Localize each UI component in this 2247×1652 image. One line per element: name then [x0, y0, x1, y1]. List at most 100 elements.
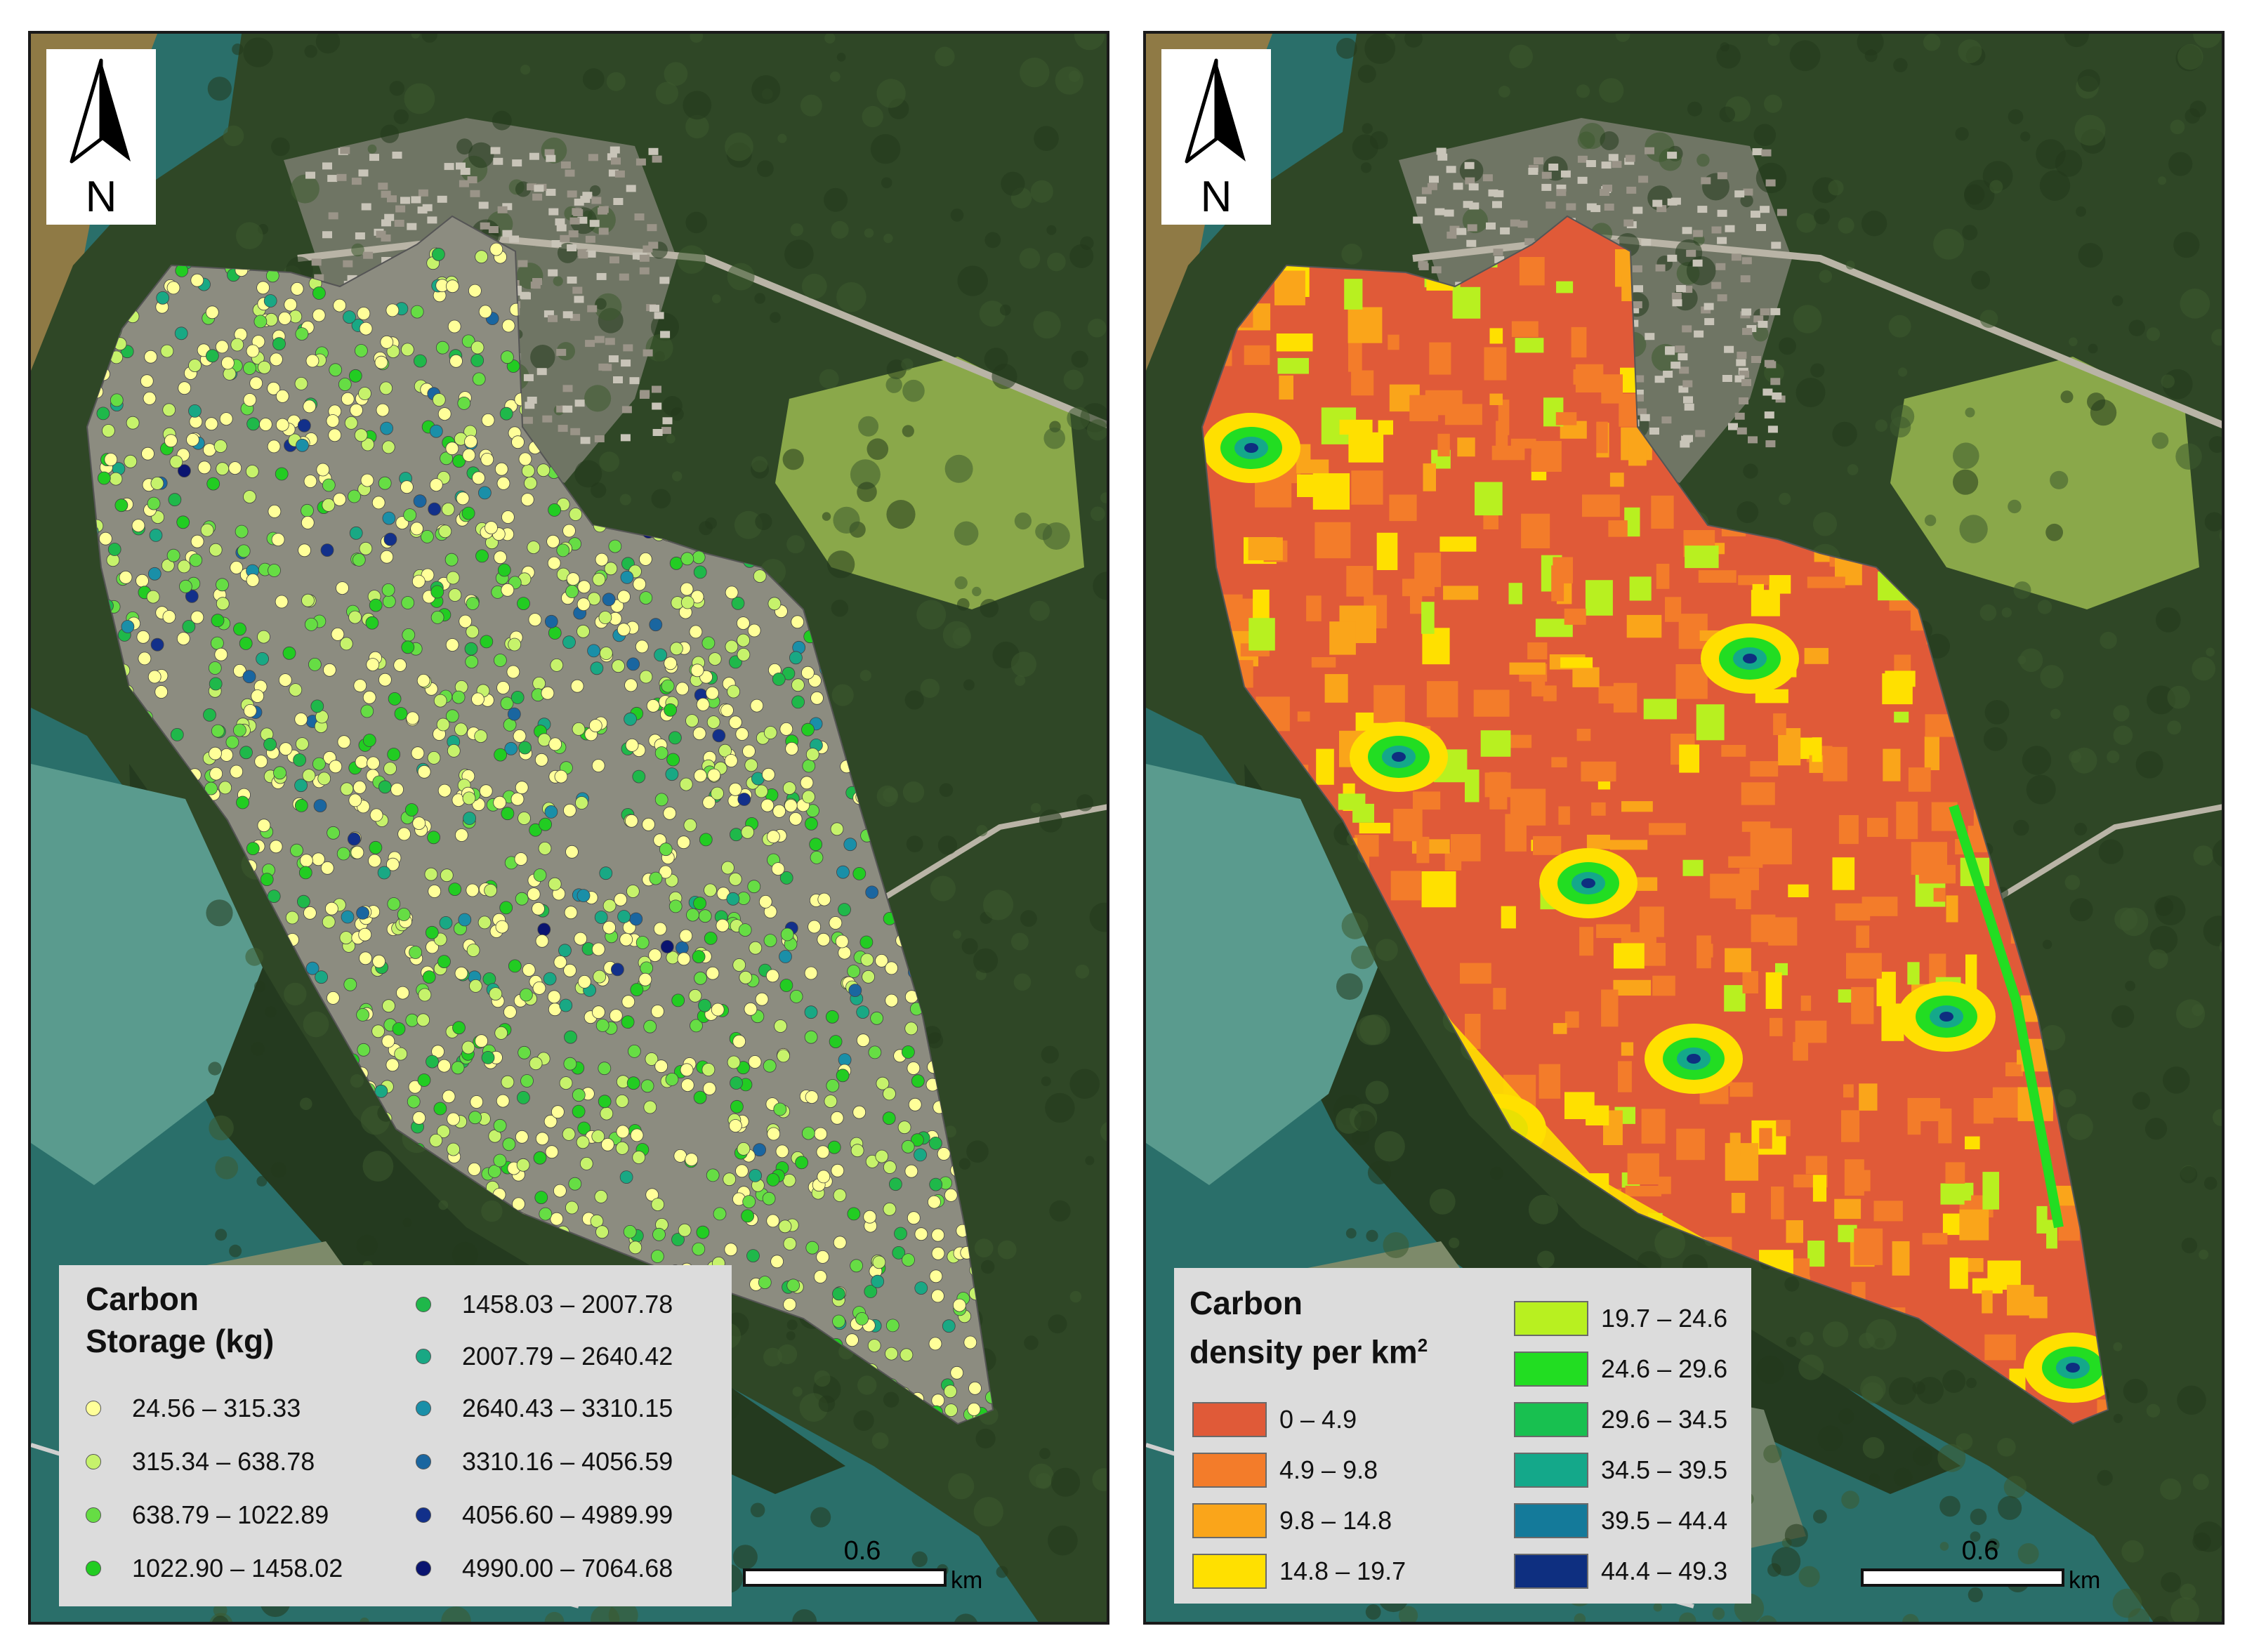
density-cell	[1484, 347, 1507, 381]
east-edge-band	[1949, 804, 2064, 1229]
density-cell	[1846, 953, 1882, 979]
north-label: N	[1200, 173, 1232, 221]
class-dot-3	[86, 1507, 101, 1523]
density-cell	[1596, 924, 1631, 938]
density-cell	[1306, 595, 1322, 621]
density-cell	[1248, 618, 1275, 651]
density-cell	[1348, 432, 1384, 463]
legend-class-3: 9.8 – 14.8	[1192, 1500, 1392, 1542]
density-cell	[1553, 557, 1573, 583]
density-cell	[1511, 321, 1538, 337]
density-cell	[2005, 1062, 2023, 1076]
density-cell	[1460, 963, 1491, 984]
density-cell	[1465, 1014, 1481, 1050]
density-cell	[1352, 803, 1374, 823]
density-cell	[1473, 689, 1510, 717]
density-cell	[1390, 871, 1421, 901]
carbon-storage-legend: Carbon Storage (kg) 24.56 – 315.33 315.3…	[59, 1265, 732, 1606]
legend-class-8: 34.5 – 39.5	[1514, 1449, 1727, 1491]
density-cell	[1579, 927, 1594, 956]
density-cell	[1984, 1334, 2016, 1361]
density-cell	[1651, 495, 1674, 529]
density-cell	[1805, 1156, 1828, 1175]
density-cell	[1908, 767, 1931, 792]
density-cell	[1388, 334, 1399, 350]
density-cell	[1618, 1061, 1632, 1092]
density-cell	[1609, 840, 1648, 850]
density-cell	[1316, 748, 1334, 785]
density-cell	[1731, 1193, 1746, 1213]
density-cell	[1933, 887, 1946, 902]
density-cell	[1311, 657, 1336, 668]
legend-class-2: 315.34 – 638.78	[86, 1441, 315, 1483]
density-cell	[1560, 657, 1593, 668]
class-dot-8	[416, 1454, 431, 1469]
density-cell	[1724, 985, 1746, 1012]
hotspot	[1743, 654, 1757, 663]
density-cell	[1421, 602, 1435, 634]
density-cell	[1457, 437, 1475, 457]
legend-class-9: 4056.60 – 4989.99	[416, 1494, 673, 1536]
class-swatch-6	[1514, 1352, 1588, 1387]
density-cell	[1807, 1241, 1825, 1267]
density-cell	[1314, 522, 1351, 559]
density-cell	[1752, 583, 1764, 612]
density-cell	[1627, 1153, 1659, 1184]
hotspot	[1939, 1012, 1953, 1022]
density-cell	[1679, 744, 1699, 773]
density-cell	[1859, 1083, 1878, 1111]
density-cell	[1510, 438, 1536, 449]
density-cell	[1297, 474, 1314, 497]
density-cell	[1965, 954, 1977, 992]
density-cell	[1938, 1108, 1952, 1144]
density-cell	[1742, 971, 1758, 993]
density-cell	[1475, 482, 1503, 516]
density-cell	[1519, 257, 1545, 286]
density-cell	[1498, 399, 1510, 435]
density-cell	[1571, 326, 1587, 358]
density-cell	[1244, 345, 1270, 365]
density-cell	[1576, 729, 1591, 741]
scale-unit: km	[2069, 1567, 2101, 1594]
density-cell	[1894, 654, 1911, 675]
density-cell	[1807, 576, 1845, 588]
class-swatch-7	[1514, 1402, 1588, 1437]
density-cell	[1652, 975, 1675, 996]
legend-title-line2: density per km2	[1190, 1333, 1428, 1370]
density-cell	[1625, 1185, 1661, 1197]
class-dot-6	[416, 1349, 431, 1364]
density-cell	[1423, 463, 1436, 491]
density-cell	[1838, 1224, 1857, 1243]
density-cell	[1773, 713, 1786, 735]
study-area-boundary	[1201, 215, 2109, 1425]
density-cell	[1945, 1162, 1965, 1184]
density-cell	[1729, 1082, 1753, 1097]
density-cell	[1614, 943, 1645, 969]
density-cell	[1755, 689, 1788, 703]
density-cell	[1329, 621, 1356, 655]
density-cell	[1452, 286, 1481, 319]
class-dot-9	[416, 1507, 431, 1523]
density-cell	[1480, 730, 1511, 757]
density-cell	[1613, 682, 1638, 713]
study-area-boundary	[86, 215, 994, 1425]
density-cell	[1641, 1109, 1666, 1144]
density-cell	[1656, 564, 1670, 589]
density-cell	[1351, 470, 1383, 505]
density-cell	[1555, 412, 1577, 425]
density-cell	[1491, 445, 1525, 461]
density-cell	[1643, 699, 1677, 720]
north-arrow-icon	[1185, 58, 1246, 164]
density-cell	[1551, 757, 1567, 767]
density-cell	[1804, 647, 1828, 664]
density-cell	[1493, 988, 1506, 1010]
density-cell	[1832, 857, 1855, 890]
density-cell	[1844, 1170, 1871, 1191]
road	[871, 804, 1107, 907]
density-cell	[1894, 711, 1909, 723]
class-swatch-8	[1514, 1453, 1588, 1488]
density-cell	[1531, 680, 1546, 696]
density-cell	[1729, 1132, 1741, 1156]
density-cell	[1725, 948, 1751, 972]
density-cell	[1924, 736, 1939, 770]
